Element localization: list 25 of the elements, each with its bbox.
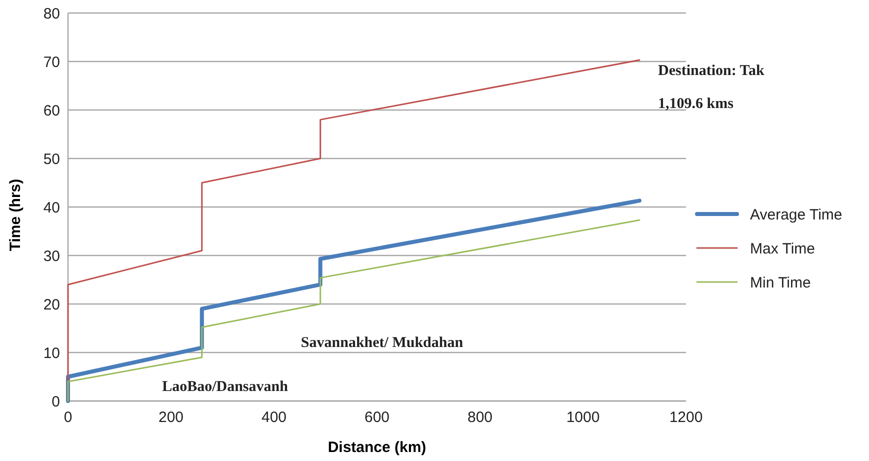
- legend-label: Max Time: [750, 240, 816, 258]
- x-tick-label: 400: [261, 409, 287, 426]
- legend-label: Min Time: [750, 274, 811, 292]
- y-tick-label: 70: [43, 54, 60, 71]
- y-tick-label: 30: [43, 248, 60, 265]
- y-tick-label: 10: [43, 344, 60, 362]
- annotation: Savannakhet/ Mukdahan: [300, 335, 464, 351]
- annotation: 1,109.6 kms: [658, 96, 734, 112]
- x-tick-label: 600: [364, 409, 390, 426]
- y-tick-label: 60: [43, 102, 60, 120]
- y-tick-label: 40: [43, 199, 60, 216]
- x-tick-label: 800: [467, 409, 493, 426]
- x-tick-label: 1000: [566, 409, 600, 426]
- x-tick-label: 200: [158, 409, 184, 426]
- legend-label: Average Time: [750, 206, 842, 224]
- x-tick-label: 1200: [669, 409, 703, 426]
- x-tick-label: 0: [64, 409, 72, 426]
- y-tick-label: 0: [52, 393, 60, 410]
- y-tick-label: 20: [43, 296, 60, 314]
- y-tick-label: 80: [43, 5, 60, 22]
- y-tick-label: 50: [43, 150, 60, 168]
- annotation: LaoBao/Dansavanh: [162, 379, 289, 395]
- y-axis-title: Time (hrs): [7, 178, 24, 252]
- annotation: Destination: Tak: [658, 63, 765, 79]
- x-axis-title: Distance (km): [328, 439, 426, 456]
